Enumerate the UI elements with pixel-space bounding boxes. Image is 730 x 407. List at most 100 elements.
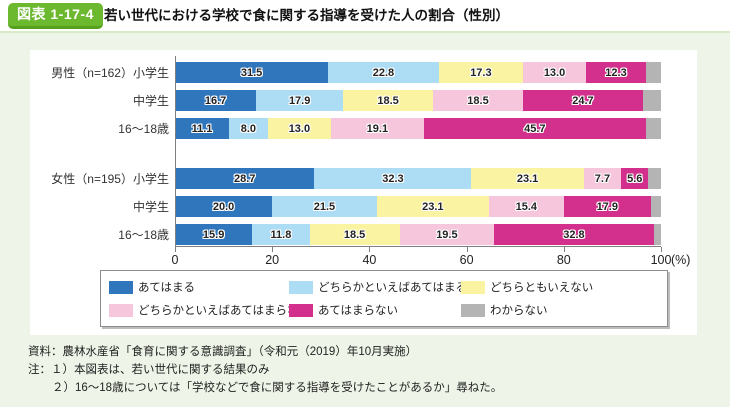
y-axis-line — [175, 56, 176, 246]
bar-value-label: 11.1 — [191, 122, 213, 135]
axis-tick — [661, 247, 662, 252]
axis-tick — [272, 247, 274, 252]
bar-segment: 32.3 — [314, 168, 472, 189]
bar-value-label: 21.5 — [313, 200, 336, 213]
bar-value-label: 17.9 — [288, 94, 311, 107]
bar-segment: 19.5 — [399, 224, 495, 245]
row-label: 中学生 — [132, 94, 169, 108]
figure-title: 若い世代における学校で食に関する指導を受けた人の割合（性別） — [104, 8, 509, 23]
legend-label: わからない — [490, 305, 548, 317]
axis-unit-label: (%) — [671, 253, 691, 267]
row-label: 16～18歳 — [118, 228, 169, 242]
axis-tick — [466, 247, 468, 252]
legend-swatch — [109, 303, 133, 317]
axis-tick-label: 60 — [459, 253, 474, 267]
bar-value-label: 8.0 — [240, 122, 257, 135]
bar-value-label: 7.7 — [594, 172, 611, 185]
bar-value-label: 12.3 — [605, 66, 627, 79]
bar-value-label: 18.5 — [377, 94, 399, 107]
bar-segment: 17.9 — [563, 196, 651, 217]
figure-header: 図表 1-17-4 若い世代における学校で食に関する指導を受けた人の割合（性別） — [0, 0, 730, 33]
bar-segment: 13.0 — [522, 62, 587, 83]
source-note: 資料：農林水産省「食育に関する意識調査」（令和元（2019）年10月実施） — [28, 346, 418, 358]
bar-segment: 16.7 — [175, 90, 257, 111]
legend-swatch — [461, 280, 485, 294]
bar-value-label: 45.7 — [524, 122, 546, 135]
bar-value-label: 15.4 — [515, 200, 538, 213]
bar-row: 女性（n=195）小学生 28.7 32.3 23.1 7.7 5.6 — [30, 168, 697, 189]
bar-segment: 28.7 — [175, 168, 315, 189]
stacked-bar-chart: 男性（n=162）小学生 31.5 22.8 17.3 13.0 12.3 中学生 16.7 1… — [30, 50, 697, 270]
legend-item: あてはまらない — [289, 302, 461, 318]
bar-value-label: 11.8 — [270, 228, 292, 241]
bar-segment: 12.3 — [586, 62, 646, 83]
bar-track: 15.9 11.8 18.5 19.5 32.8 — [175, 224, 661, 245]
legend-item: どちらかといえばあてはまらない — [109, 302, 310, 318]
bar-value-label: 23.1 — [422, 200, 444, 213]
bar-track: 20.0 21.5 23.1 15.4 17.9 — [175, 196, 661, 217]
legend-label: どちらかといえばあてはまる — [318, 282, 468, 294]
bar-group: 男性（n=162）小学生 31.5 22.8 17.3 13.0 12.3 中学生 16.7 1… — [30, 62, 697, 139]
legend-item: わからない — [461, 302, 659, 318]
bar-segment: 23.1 — [376, 196, 489, 217]
bar-row: 男性（n=162）小学生 31.5 22.8 17.3 13.0 12.3 — [30, 62, 697, 83]
chart-legend: あてはまる どちらかといえばあてはまる どちらともいえないどちらかといえばあてはまら… — [100, 270, 668, 327]
bar-segment: 11.1 — [175, 118, 229, 139]
bar-segment: 13.0 — [267, 118, 331, 139]
legend-item: どちらともいえない — [461, 279, 659, 295]
bar-value-label: 24.7 — [572, 94, 594, 107]
bar-segment: 15.9 — [175, 224, 253, 245]
bar-track: 28.7 32.3 23.1 7.7 5.6 — [175, 168, 661, 189]
bar-value-label: 17.9 — [596, 200, 618, 213]
bar-value-label: 5.6 — [627, 172, 643, 185]
bar-segment — [645, 62, 661, 83]
row-label: 男性（n=162）小学生 — [51, 66, 169, 80]
axis-tick-label: 40 — [362, 253, 377, 267]
legend-label: どちらともいえない — [490, 282, 594, 294]
bar-segment: 23.1 — [471, 168, 584, 189]
legend-swatch — [289, 280, 313, 294]
axis-tick — [369, 247, 371, 252]
bar-value-label: 23.1 — [516, 172, 539, 185]
bar-group: 女性（n=195）小学生 28.7 32.3 23.1 7.7 5.6 中学生 20.0 21.… — [30, 168, 697, 245]
legend-swatch — [289, 303, 313, 317]
bar-value-label: 19.5 — [436, 228, 458, 241]
legend-swatch — [461, 303, 485, 317]
bar-segment — [645, 118, 661, 139]
bar-value-label: 32.3 — [382, 172, 404, 185]
axis-tick — [563, 247, 565, 252]
axis-tick-label: 0 — [171, 253, 179, 267]
bar-value-label: 19.1 — [366, 122, 389, 135]
legend-label: どちらかといえばあてはまらない — [138, 305, 311, 317]
bar-value-label: 22.8 — [372, 66, 395, 79]
bar-segment: 24.7 — [522, 90, 643, 111]
axis-tick-label: 80 — [556, 253, 571, 267]
legend-swatch — [109, 280, 133, 294]
bar-segment: 32.8 — [494, 224, 654, 245]
bar-segment: 20.0 — [175, 196, 273, 217]
bar-row: 中学生 16.7 17.9 18.5 18.5 24.7 — [30, 90, 697, 111]
row-label: 女性（n=195）小学生 — [51, 172, 169, 186]
bar-value-label: 15.9 — [202, 228, 225, 241]
bar-segment — [642, 90, 661, 111]
bar-segment: 5.6 — [621, 168, 649, 189]
bar-segment: 21.5 — [272, 196, 377, 217]
bar-track: 11.1 8.0 13.0 19.1 45.7 — [175, 118, 661, 139]
figure-number-badge: 図表 1-17-4 — [8, 3, 103, 29]
bar-row: 16～18歳 15.9 11.8 18.5 19.5 32.8 — [30, 224, 697, 245]
note-2: ２）16～18歳については「学校などで食に関する指導を受けたことがあるか」尋ねた… — [52, 381, 503, 394]
axis-tick-label: 20 — [265, 253, 280, 267]
axis-tick — [175, 247, 176, 252]
legend-label: あてはまる — [138, 282, 196, 294]
bar-segment: 8.0 — [228, 118, 268, 139]
bar-value-label: 18.5 — [343, 228, 366, 241]
bar-value-label: 13.0 — [288, 122, 311, 135]
row-label: 16～18歳 — [118, 122, 169, 136]
bar-row: 16～18歳 11.1 8.0 13.0 19.1 45.7 — [30, 118, 697, 139]
bar-segment: 7.7 — [583, 168, 622, 189]
bar-row: 中学生 20.0 21.5 23.1 15.4 17.9 — [30, 196, 697, 217]
axis-tick-label: 100 — [650, 253, 672, 267]
bar-value-label: 31.5 — [240, 66, 263, 79]
note-1: 注：１）本図表は、若い世代に関する結果のみ — [28, 363, 270, 376]
bar-value-label: 32.8 — [563, 228, 585, 241]
